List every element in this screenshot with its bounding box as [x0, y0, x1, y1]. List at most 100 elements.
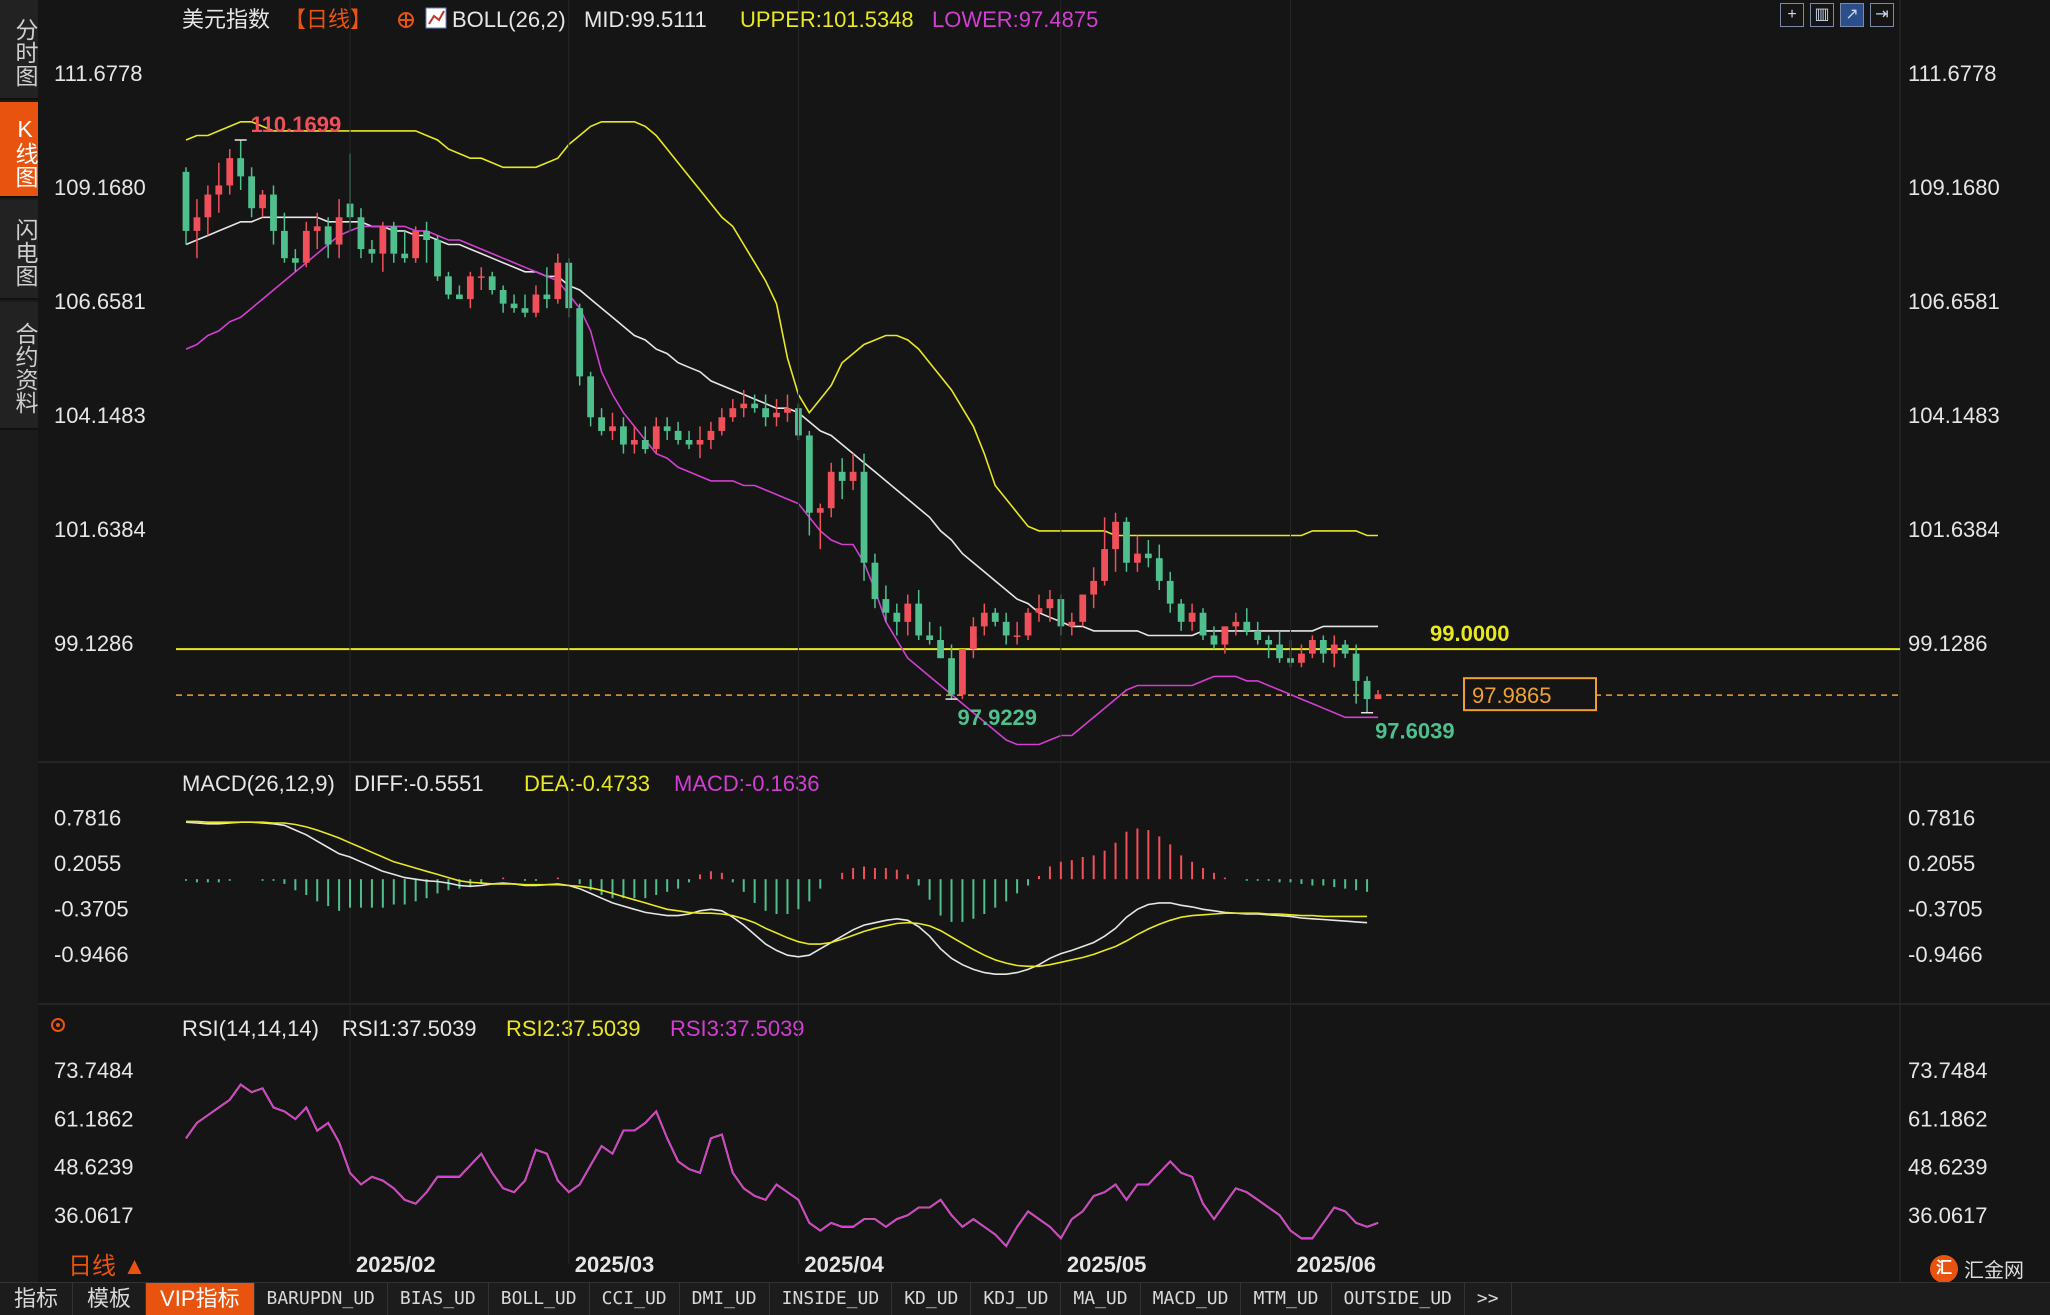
macd-y-tick-right: 0.7816 [1908, 805, 1975, 830]
rsi-y-tick-right: 48.6239 [1908, 1155, 1988, 1180]
crosshair-icon[interactable]: + [1780, 3, 1804, 27]
candle-body [838, 471, 846, 481]
bottom-tab-macd-ud[interactable]: MACD_UD [1141, 1283, 1242, 1315]
rsi-name: RSI(14,14,14) [182, 1016, 319, 1041]
candle-body [1002, 621, 1010, 636]
rsi-y-tick-left: 73.7484 [54, 1058, 134, 1083]
candle-body [302, 230, 310, 263]
bottom-tab-outside-ud[interactable]: OUTSIDE_UD [1332, 1283, 1465, 1315]
candle-body [193, 217, 201, 231]
candle-body [1035, 608, 1043, 613]
candle-body [281, 230, 288, 259]
rsi-y-tick-right: 73.7484 [1908, 1058, 1988, 1083]
tab-kline[interactable]: K线图 [0, 102, 38, 198]
rsi-rsi3-line [185, 1083, 1379, 1248]
bottom-tab-[interactable]: >> [1465, 1283, 1512, 1315]
candle-body [1144, 553, 1152, 559]
candle-body [215, 185, 223, 195]
candle-body [1046, 599, 1054, 609]
candle-body [237, 158, 245, 177]
candle-style-icon[interactable]: ▥ [1810, 3, 1834, 27]
candle-body [991, 612, 999, 622]
bottom-tab-vip[interactable]: VIP指标 [146, 1283, 255, 1315]
tab-flash-chart[interactable]: 闪电图 [0, 200, 38, 300]
candle-body [773, 412, 780, 418]
candle-body [1013, 635, 1021, 637]
candle-body [543, 294, 551, 300]
tab-timeshare[interactable]: 分时图 [0, 0, 38, 100]
candle-body [959, 649, 966, 695]
x-axis-labels: 2025/02 2025/03 2025/04 2025/05 2025/06 [356, 1252, 1376, 1277]
candle-body [784, 408, 791, 413]
boll-indicator-icon[interactable] [425, 7, 447, 29]
candle-body [751, 403, 759, 409]
main-panel-header: 美元指数 【日线】 [182, 7, 372, 32]
bottom-tab-mtm-ud[interactable]: MTM_UD [1241, 1283, 1332, 1315]
y-tick-left: 109.1680 [54, 175, 146, 200]
macd-diff: DIFF:-0.5551 [354, 771, 484, 796]
candle-body [860, 471, 868, 563]
bottom-tab-kdj-ud[interactable]: KDJ_UD [971, 1283, 1062, 1315]
candle-body [652, 426, 660, 450]
y-tick-right: 111.6778 [1908, 61, 1997, 86]
chart-toolbar: + ▥ ↗ ⇥ [1780, 3, 1894, 27]
x-tick-label: 2025/02 [356, 1252, 436, 1277]
rsi-y-tick-right: 36.0617 [1908, 1203, 1988, 1228]
bottom-tab-barupdn-ud[interactable]: BARUPDN_UD [255, 1283, 388, 1315]
period-selector[interactable]: 日线 ▲ [68, 1253, 147, 1280]
last-price-label: 97.9865 [1472, 683, 1552, 708]
bottom-tab-kd-ud[interactable]: KD_UD [892, 1283, 972, 1315]
bottom-tab-[interactable]: 指标 [0, 1283, 74, 1315]
candle-body [554, 262, 562, 300]
boll-upper-line [185, 121, 1378, 537]
candle-body [915, 603, 923, 636]
bottom-tab-dmi-ud[interactable]: DMI_UD [680, 1283, 770, 1315]
rsi-rsi3: RSI3:37.5039 [670, 1016, 805, 1041]
bottom-tab-boll-ud[interactable]: BOLL_UD [489, 1283, 590, 1315]
add-indicator-icon[interactable] [398, 12, 414, 28]
candle-body [1319, 640, 1327, 654]
candle-body [390, 226, 398, 254]
macd-dea: DEA:-0.4733 [524, 771, 650, 796]
instrument-title: 美元指数 [182, 7, 270, 32]
chart-area[interactable]: 美元指数 【日线】 BOLL(26,2) MID:99.5111 UPPER:1… [38, 0, 2050, 1282]
candle-body [674, 430, 682, 440]
candle-body [1232, 621, 1240, 627]
candle-body [849, 471, 857, 481]
fullscreen-icon[interactable]: ⇥ [1870, 3, 1894, 27]
bottom-tab-bias-ud[interactable]: BIAS_UD [388, 1283, 489, 1315]
candle-body [1330, 644, 1338, 654]
brand-name: 汇金网 [1964, 1260, 2024, 1282]
candle-body [357, 217, 365, 250]
boll-upper: UPPER:101.5348 [740, 7, 914, 32]
rsi-y-tick-right: 61.1862 [1908, 1106, 1988, 1131]
candle-body [434, 240, 441, 277]
boll-name: BOLL(26,2) [452, 7, 566, 32]
bottom-tab-[interactable]: 模板 [73, 1283, 147, 1315]
y-tick-right: 99.1286 [1908, 631, 1988, 656]
bottom-tab-cci-ud[interactable]: CCI_UD [590, 1283, 680, 1315]
candle-body [718, 417, 726, 431]
candle-body [641, 440, 649, 450]
y-tick-left: 104.1483 [54, 403, 146, 428]
candle-body [882, 599, 890, 613]
rsi-y-tick-left: 36.0617 [54, 1203, 134, 1228]
candle-body [1374, 694, 1382, 700]
candle-body [576, 308, 584, 377]
candle-body [620, 426, 627, 445]
candle-body [904, 603, 912, 622]
candle-body [707, 430, 715, 440]
candle-body [816, 508, 824, 513]
candle-body [521, 308, 529, 313]
candle-body [685, 440, 693, 445]
line-style-icon[interactable]: ↗ [1840, 3, 1864, 27]
candle-body [456, 294, 463, 300]
rsi-panel-header: RSI(14,14,14) RSI1:37.5039 RSI2:37.5039 … [182, 1016, 805, 1041]
candle-body [937, 640, 944, 659]
rsi-settings-icon[interactable] [51, 1018, 65, 1032]
tab-contract-info[interactable]: 合约资料 [0, 302, 38, 430]
candle-body [871, 562, 879, 600]
bottom-tab-ma-ud[interactable]: MA_UD [1061, 1283, 1141, 1315]
bottom-tab-inside-ud[interactable]: INSIDE_UD [770, 1283, 893, 1315]
candle-body [762, 408, 769, 418]
